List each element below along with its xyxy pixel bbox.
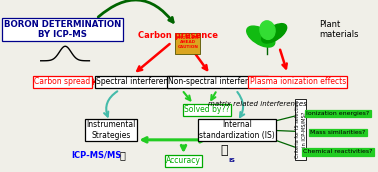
Text: PROBLEM
AHEAD
CAUTION: PROBLEM AHEAD CAUTION: [177, 36, 199, 49]
Text: Carbon spread: Carbon spread: [34, 77, 91, 86]
Text: Criteria for IS selection
in ICP-MS/MS?: Criteria for IS selection in ICP-MS/MS?: [295, 100, 306, 158]
Text: Mass similarities?: Mass similarities?: [310, 130, 366, 135]
Text: 🤝: 🤝: [220, 144, 228, 157]
Text: Plasma ionization effects: Plasma ionization effects: [249, 77, 346, 86]
Text: Non-spectral interference: Non-spectral interference: [168, 77, 266, 86]
Text: ICP-MS/MS: ICP-MS/MS: [71, 151, 121, 160]
FancyBboxPatch shape: [175, 33, 200, 53]
Text: Chemical reactivities?: Chemical reactivities?: [303, 149, 373, 154]
Text: Spectral interference: Spectral interference: [96, 77, 177, 86]
Text: 💡: 💡: [119, 150, 125, 160]
Ellipse shape: [262, 24, 287, 43]
Text: Accuracy: Accuracy: [166, 156, 201, 165]
Text: Solved by??: Solved by??: [184, 105, 230, 115]
Text: Ionization energies?: Ionization energies?: [307, 111, 370, 116]
Text: Carbon presence: Carbon presence: [138, 31, 218, 40]
FancyBboxPatch shape: [295, 99, 306, 160]
Text: Plant
materials: Plant materials: [319, 20, 359, 39]
Text: Instrumental
Strategies: Instrumental Strategies: [87, 120, 136, 140]
Ellipse shape: [247, 26, 275, 47]
Text: BORON DETERMINATION
BY ICP-MS: BORON DETERMINATION BY ICP-MS: [4, 20, 121, 39]
Text: matrix related interferences: matrix related interferences: [208, 101, 307, 106]
Text: IS: IS: [228, 158, 235, 163]
Text: Internal
standardization (IS): Internal standardization (IS): [199, 120, 275, 140]
Ellipse shape: [260, 21, 275, 39]
